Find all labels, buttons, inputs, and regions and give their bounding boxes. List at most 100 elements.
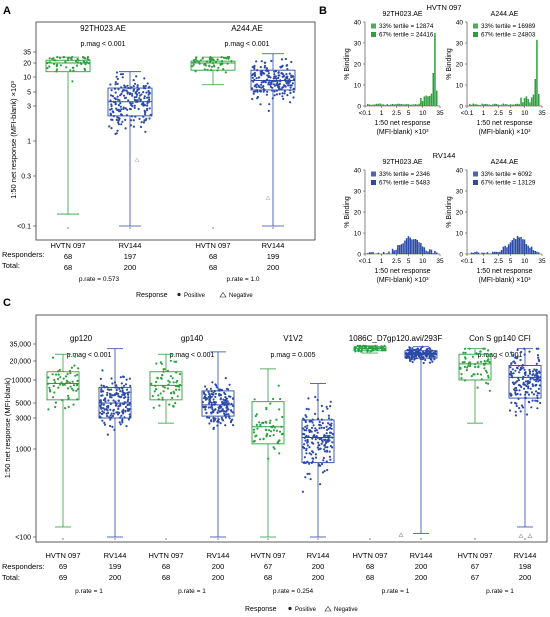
panel-a-1-hvtn-point	[197, 60, 200, 63]
panel-c-4-hvtn-point	[479, 360, 483, 363]
panel-c-2-rv144-point	[303, 433, 306, 436]
panel-a-0-hvtn-point	[84, 63, 87, 66]
panel-a-0-rv144-point	[124, 96, 128, 99]
panel-c-ytick-label: <100	[15, 535, 31, 542]
panel-c-2-rv144-point	[323, 444, 326, 447]
panel-b-2-bar	[432, 253, 434, 254]
panel-c-2-hvtn-point	[267, 457, 270, 460]
panel-c-2-rv144-point	[328, 423, 331, 426]
panel-c-3-hvtn-point	[368, 346, 371, 349]
panel-c-1-rv144-point	[212, 411, 215, 414]
panel-a-0-rv144-point	[149, 113, 152, 117]
panel-a-1-rv144-point	[291, 82, 294, 85]
panel-b-1-bar	[474, 104, 476, 106]
panel-c-1-hvtn-point	[155, 362, 158, 365]
panel-c-2-rv144-point	[301, 490, 304, 493]
panel-a-0-rv144-point	[115, 118, 118, 121]
panel-a-1-rv144-point	[253, 73, 256, 76]
panel-c-2-rv144-point	[319, 437, 322, 440]
panel-c-2-hvtn-point	[277, 384, 280, 387]
panel-b-2-bar	[407, 236, 410, 254]
panel-c-4-rv144-point	[514, 414, 518, 417]
panel-c-4-rv144-point	[514, 369, 517, 372]
panel-a-0-rv144-point	[119, 113, 123, 116]
panel-a-1-hvtn-point	[203, 68, 206, 71]
panel-a-0-rv144-point	[136, 88, 139, 91]
panel-c-0-rv144-point	[103, 408, 106, 411]
panel-c-3-rv144-point	[409, 359, 412, 362]
panel-a-0-rv144-point	[116, 129, 119, 132]
panel-a-0-rv144-point	[146, 82, 149, 85]
panel-c-4-rv144-point	[527, 385, 530, 388]
panel-c-2-rv144-point	[305, 427, 309, 430]
panel-c-1-hvtn-point	[161, 385, 165, 388]
panel-b-2-ylabel: % Binding	[344, 196, 351, 228]
panel-b-2-ytick-label: 40	[354, 168, 362, 175]
panel-a-0-rv144-point	[142, 121, 145, 124]
panel-c-3-rv144-point	[419, 347, 422, 350]
panel-c-2-hvtn-point	[253, 398, 256, 401]
panel-c-4-rv144-point	[528, 350, 531, 353]
panel-c-1-hvtn-point	[176, 379, 179, 383]
panel-b-3-bar	[513, 238, 515, 254]
panel-c-1-rv144-point	[215, 386, 218, 389]
panel-c-1-rv144-point	[220, 388, 223, 392]
panel-c-2-rv144-point	[316, 417, 320, 420]
panel-c-2-rv144-point	[326, 407, 329, 410]
panel-c-1-hvtn-point	[154, 388, 158, 391]
panel-c-2-rv144-point	[327, 417, 331, 420]
panel-c-3-rv144-point	[410, 358, 413, 361]
panel-b-3-legend-67: 67% tertile = 13129	[481, 180, 536, 187]
panel-a-1-hvtn-point	[222, 68, 225, 71]
panel-c-3-hvtn-responders: 68	[366, 562, 374, 571]
panel-a-0-rv144-point	[125, 114, 128, 117]
panel-c-2-hvtn-point	[270, 430, 273, 433]
panel-c-4-hvtn-point	[466, 366, 469, 369]
panel-c-2-rv144-point	[328, 450, 331, 453]
panel-b-3-bar	[484, 253, 487, 254]
panel-a-0-rv144-point	[134, 115, 137, 118]
panel-c-0-prate: p.rate = 1	[75, 588, 103, 595]
panel-b-3-bar	[499, 251, 501, 254]
panel-b-3-bar	[506, 247, 508, 254]
panel-c-4-hvtn-point	[486, 355, 489, 358]
panel-c-4-rv144-point	[517, 377, 520, 380]
panel-c-1-rv144-point	[211, 381, 214, 384]
panel-b-3-xtick-label: 2.5	[494, 258, 503, 265]
panel-c-2-rv144-point	[318, 424, 321, 427]
panel-a-0-rv144-point	[131, 94, 134, 97]
panel-a-1-rv144-point	[262, 72, 266, 75]
panel-c-1-rv144-point	[232, 411, 235, 414]
panel-c-2-rv144-point	[305, 415, 308, 418]
panel-c-1-rv144-point	[217, 406, 220, 409]
panel-c-1-hvtn-point	[169, 375, 173, 378]
panel-a-0-hvtn-point	[87, 62, 90, 65]
panel-c-2-rv144-point	[325, 450, 328, 453]
panel-b-1-bar	[536, 39, 538, 106]
panel-c-4-rv144-point	[520, 350, 523, 354]
panel-c-ytick-label: 10000	[12, 378, 32, 385]
panel-b-3-bar	[497, 251, 499, 254]
panel-c-2-rv144-point	[320, 404, 323, 407]
panel-a-1-rv144-point	[270, 59, 273, 63]
panel-b-0-antigen-title: 92TH023.AE	[382, 11, 422, 18]
panel-a-0-hvtn-point	[72, 66, 75, 69]
panel-c-1-hvtn-point	[171, 377, 174, 380]
panel-a-0-rv144-point	[130, 86, 133, 89]
panel-c-2-antigen-title: V1V2	[283, 334, 303, 343]
panel-c-0-hvtn-point	[73, 364, 76, 367]
panel-c-0-rv144-point	[113, 394, 116, 397]
panel-a-0-rv144-point	[129, 102, 132, 105]
panel-b-1-bar	[522, 102, 524, 106]
panel-c-0-rv144-point	[105, 385, 108, 389]
panel-a-1-hvtn-point	[224, 56, 228, 59]
panel-c-2-rv144-point	[307, 397, 310, 400]
panel-c-4-rv144-point	[519, 410, 522, 413]
panel-a-1-rv144-point	[289, 101, 292, 104]
panel-a-0-hvtn-point	[83, 60, 86, 64]
panel-a-0-rv144-point	[124, 127, 127, 130]
panel-b-2-bar	[420, 243, 422, 254]
panel-c-4-rv144-point	[535, 380, 538, 383]
panel-c-2-rv144-point	[328, 436, 331, 439]
panel-c-4-hvtn-point	[460, 377, 463, 380]
